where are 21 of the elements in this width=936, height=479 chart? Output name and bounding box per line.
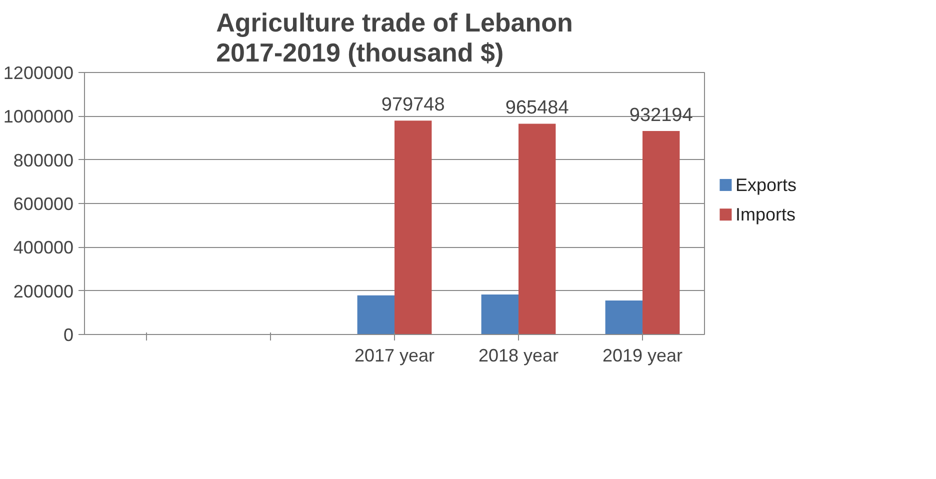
x-tick-label: 2017 year bbox=[354, 346, 435, 366]
y-tick-label: 1000000 bbox=[3, 106, 74, 127]
bar bbox=[481, 294, 518, 334]
chart-title: Agriculture trade of Lebanon 2017-2019 (thousand $) bbox=[216, 8, 573, 68]
bar bbox=[642, 130, 680, 334]
data-label: 979748 bbox=[381, 94, 445, 116]
legend-label: Exports bbox=[736, 174, 797, 195]
y-tick-label: 200000 bbox=[13, 281, 74, 302]
y-tick-label: 1200000 bbox=[3, 63, 74, 83]
y-tick-label: 800000 bbox=[13, 150, 74, 170]
bar bbox=[357, 295, 394, 334]
y-tick-label: 0 bbox=[63, 325, 74, 345]
x-tick-label: 2019 year bbox=[602, 346, 683, 366]
bar bbox=[518, 124, 556, 334]
bar bbox=[605, 300, 642, 334]
legend-label: Imports bbox=[736, 204, 796, 225]
data-label: 965484 bbox=[505, 98, 570, 119]
x-tick-label: 2018 year bbox=[478, 346, 559, 366]
y-tick-label: 400000 bbox=[13, 238, 74, 258]
y-tick-label: 600000 bbox=[13, 194, 74, 214]
bar bbox=[394, 120, 432, 334]
